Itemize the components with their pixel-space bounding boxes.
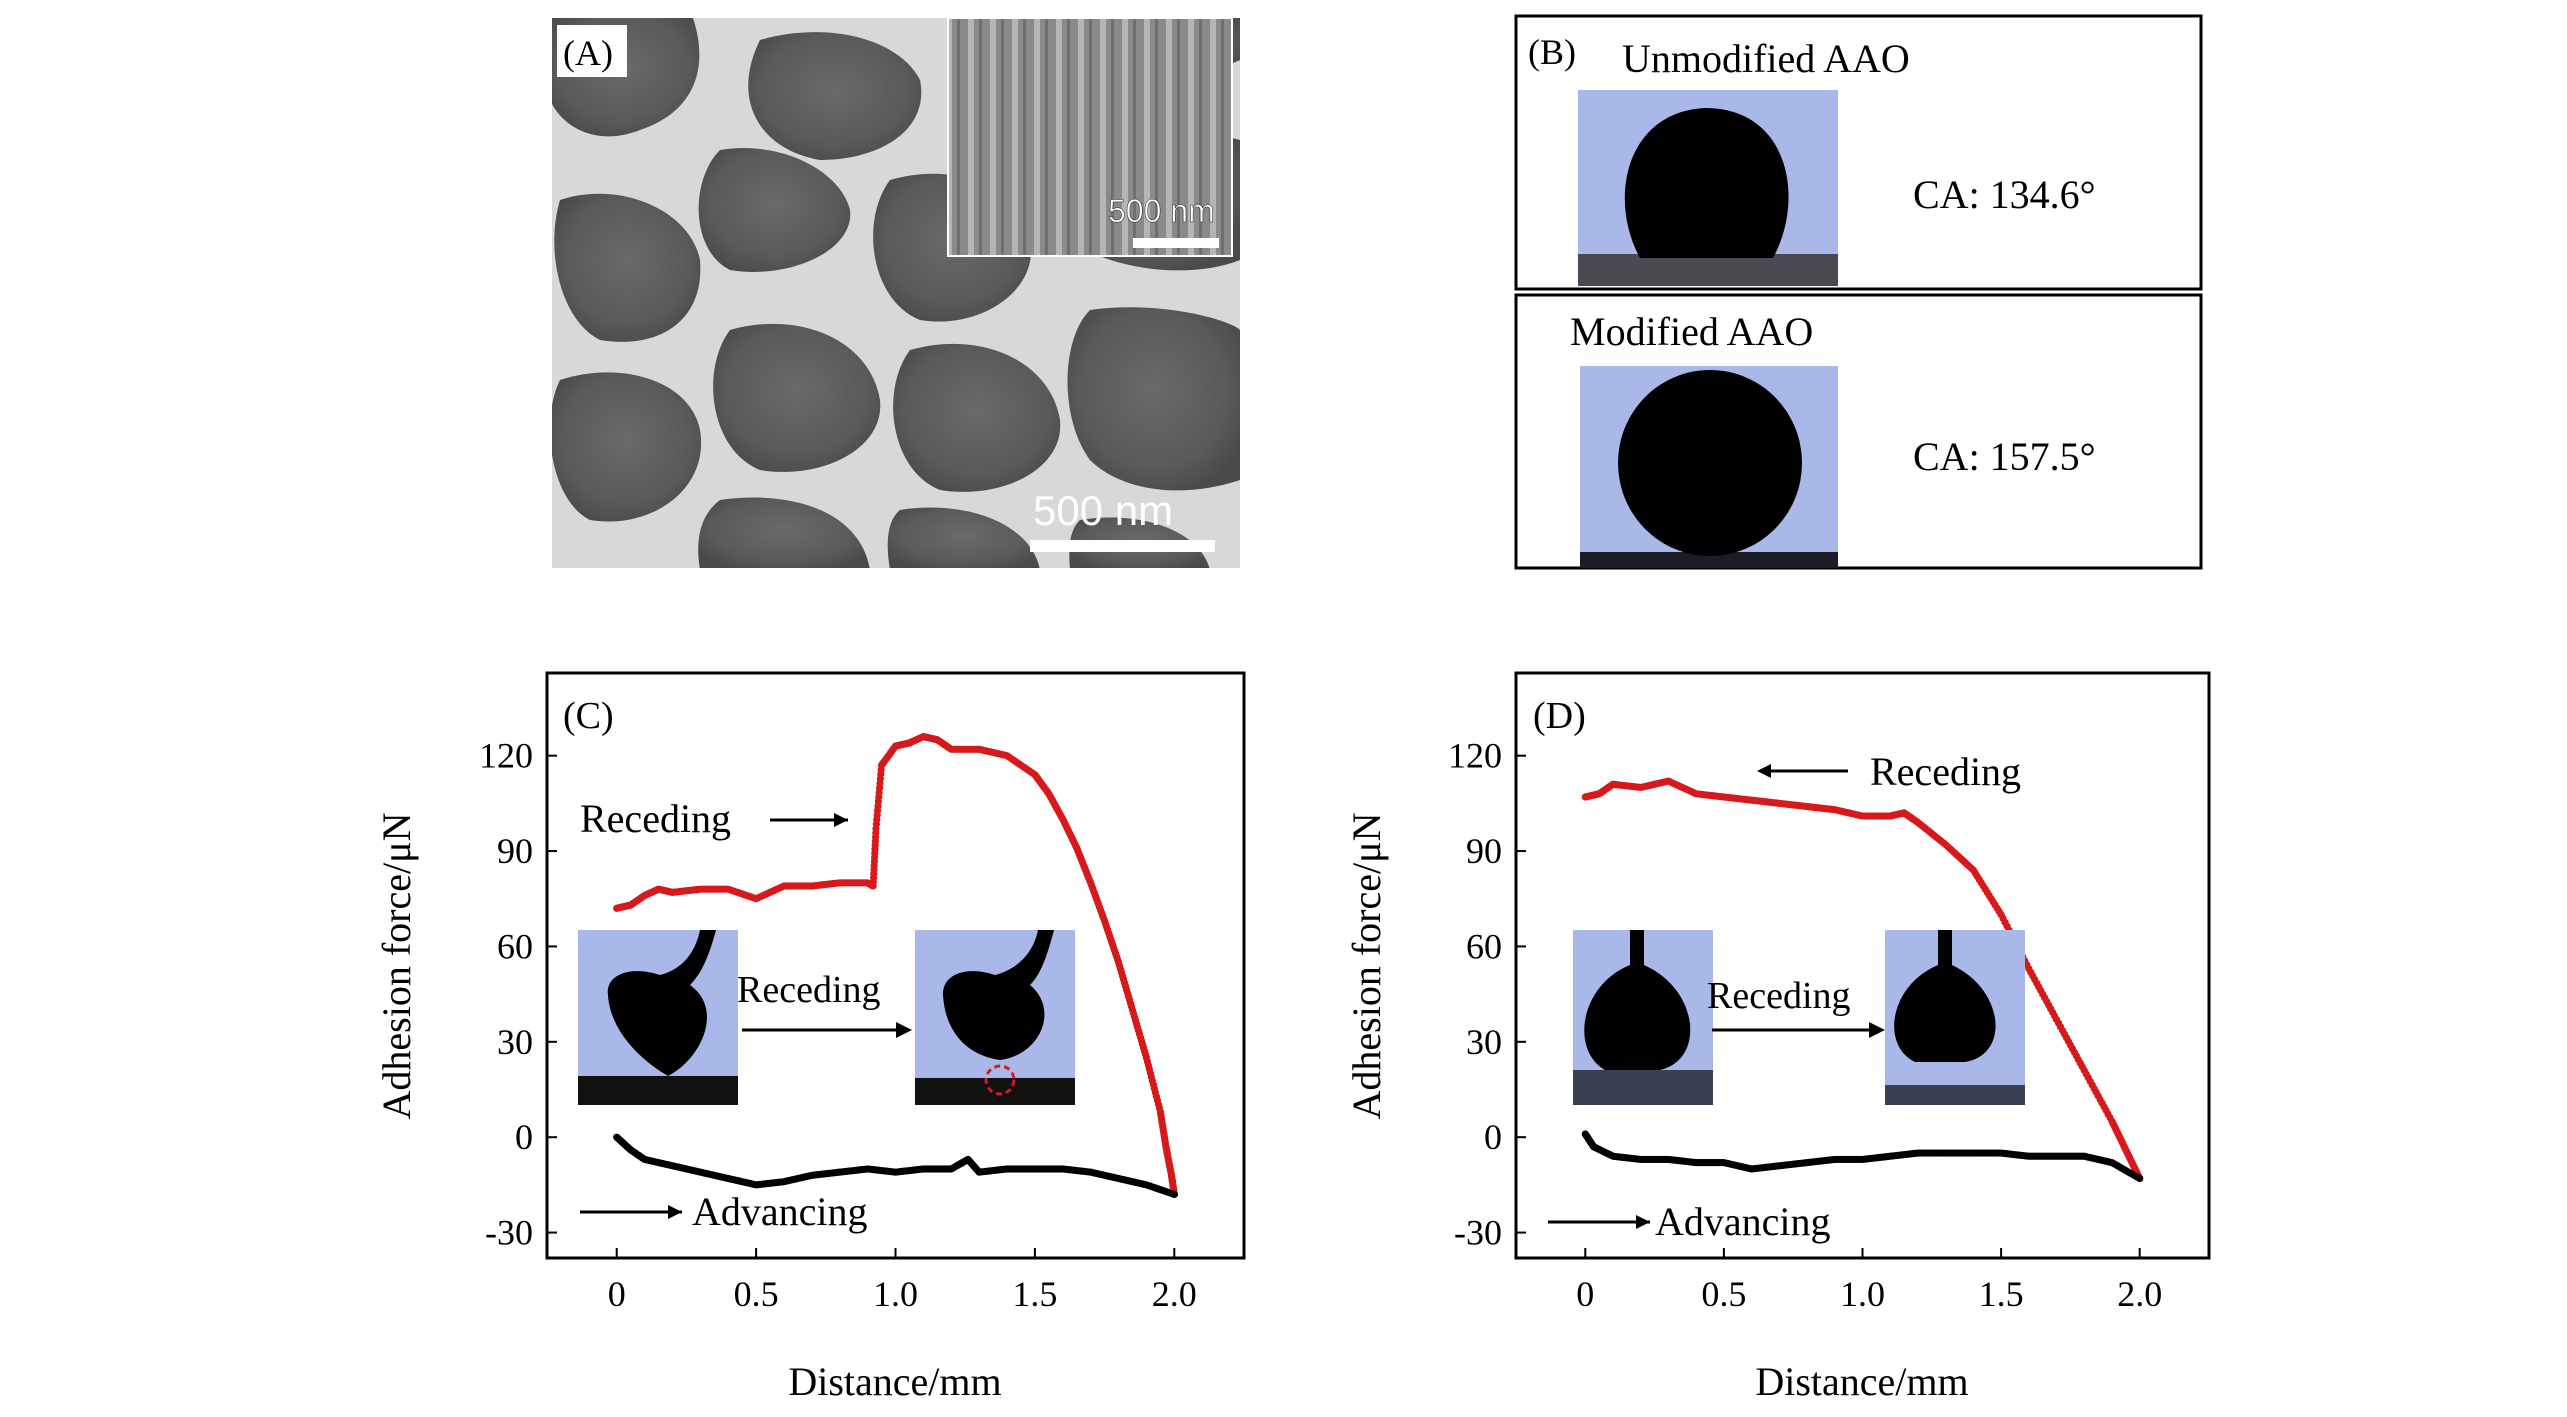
panel-c-xtick-label: 0	[608, 1274, 626, 1314]
panel-d-xtick-label: 2.0	[2117, 1274, 2162, 1314]
panel-c-receding-arrowhead	[834, 813, 848, 827]
inset-scale-bar	[1133, 238, 1219, 248]
panel-c-xtick-label: 2.0	[1152, 1274, 1197, 1314]
sem-inset	[947, 17, 1233, 257]
panel-c-xlabel: Distance/mm	[788, 1359, 1001, 1404]
panel-d-advancing-arrowhead	[1636, 1215, 1650, 1229]
modified-droplet	[1618, 370, 1802, 556]
panel-c: (C) Adhesion force/μN Distance/mm 0 0.5 1.…	[374, 671, 1246, 1404]
panel-c-axes: 0 0.5 1.0 1.5 2.0 -30 0 30 60 90 120	[479, 736, 1197, 1314]
panel-c-xtick-label: 1.0	[873, 1274, 918, 1314]
panel-c-ytick-label: -30	[485, 1213, 533, 1253]
unmodified-droplet	[1624, 108, 1789, 258]
panel-d-inset-label: Receding	[1707, 975, 1851, 1017]
panel-c-ytick-label: 30	[497, 1022, 533, 1062]
panel-d: (D) Adhesion force/μN Distance/mm 0 0.5 1.…	[1344, 671, 2211, 1404]
panel-d-xtick-label: 1.0	[1840, 1274, 1885, 1314]
panel-c-ytick-label: 60	[497, 926, 533, 966]
panel-c-label: (C)	[563, 695, 614, 737]
panel-b: (B) Unmodified AAO CA: 134.6° Modified A…	[1514, 14, 2203, 570]
panel-c-ytick-label: 0	[515, 1117, 533, 1157]
modified-ca: CA: 157.5°	[1913, 434, 2096, 479]
panel-d-axes: 0 0.5 1.0 1.5 2.0 -30 0 30 60 90 120	[1448, 736, 2162, 1314]
inset-scale-label: 500 nm	[1108, 193, 1215, 229]
panel-a-label: (A)	[563, 33, 613, 73]
panel-d-inset-arrowhead	[1869, 1022, 1885, 1038]
panel-c-advancing-label: Advancing	[692, 1189, 868, 1234]
panel-c-ylabel: Adhesion force/μN	[374, 813, 419, 1120]
panel-d-ylabel: Adhesion force/μN	[1344, 813, 1389, 1120]
main-scale-label: 500 nm	[1033, 487, 1173, 534]
panel-c-ytick-label: 90	[497, 831, 533, 871]
panel-d-receding-label: Receding	[1870, 749, 2021, 794]
panel-d-ytick-label: -30	[1454, 1213, 1502, 1253]
unmodified-title: Unmodified AAO	[1622, 36, 1910, 81]
panel-d-ytick-label: 30	[1466, 1022, 1502, 1062]
panel-c-xtick-label: 1.5	[1012, 1274, 1057, 1314]
panel-d-xtick-label: 0	[1576, 1274, 1594, 1314]
panel-d-ytick-label: 90	[1466, 831, 1502, 871]
panel-c-inset-before	[578, 930, 738, 1105]
panel-c-advancing-arrowhead	[668, 1205, 682, 1219]
main-scale-bar	[1030, 540, 1215, 552]
panel-c-xtick-label: 0.5	[734, 1274, 779, 1314]
panel-c-inset-arrowhead	[896, 1022, 912, 1038]
panel-d-receding-arrowhead	[1757, 764, 1771, 778]
panel-d-ytick-label: 120	[1448, 736, 1502, 776]
panel-c-receding-label: Receding	[580, 796, 731, 841]
panel-a-label-box	[557, 25, 627, 77]
panel-d-label: (D)	[1533, 695, 1586, 737]
panel-d-inset-after	[1885, 930, 2025, 1105]
panel-d-xtick-label: 1.5	[1979, 1274, 2024, 1314]
panel-c-inset-label: Receding	[737, 969, 881, 1011]
panel-c-ytick-label: 120	[479, 736, 533, 776]
panel-d-inset-before	[1573, 930, 1713, 1105]
modified-title: Modified AAO	[1570, 309, 1813, 354]
panel-d-ytick-label: 60	[1466, 926, 1502, 966]
panel-d-series	[1581, 777, 2144, 1183]
panel-c-inset-after	[915, 930, 1075, 1105]
unmodified-substrate	[1578, 254, 1838, 286]
panel-d-advancing-label: Advancing	[1655, 1199, 1831, 1244]
panel-d-advancing-point	[2136, 1174, 2144, 1183]
panel-b-label: (B)	[1528, 32, 1576, 72]
modified-substrate	[1580, 552, 1838, 568]
unmodified-ca: CA: 134.6°	[1913, 172, 2096, 217]
panel-c-advancing-point	[1170, 1190, 1178, 1199]
panel-d-xlabel: Distance/mm	[1755, 1359, 1968, 1404]
panel-d-ytick-label: 0	[1484, 1117, 1502, 1157]
panel-c-series	[613, 732, 1178, 1199]
panel-a: (A) 500 nm 500 nm	[552, 17, 1240, 568]
panel-d-xtick-label: 0.5	[1701, 1274, 1746, 1314]
